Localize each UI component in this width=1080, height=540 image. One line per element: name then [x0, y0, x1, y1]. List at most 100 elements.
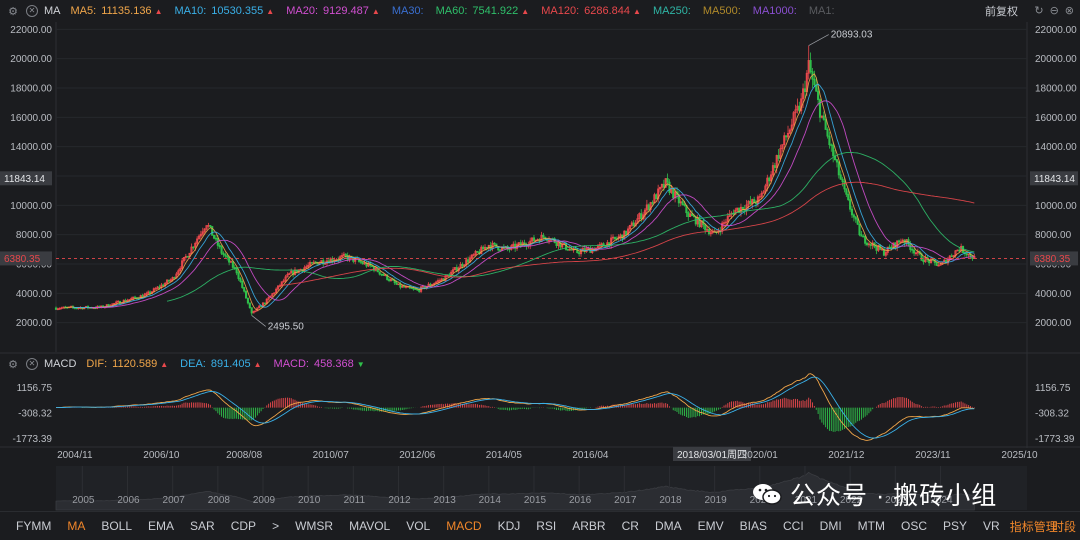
candle-body	[284, 276, 287, 282]
macd-item-dea[interactable]: DEA: 891.405 ▲	[180, 358, 261, 370]
candle-body	[830, 144, 833, 146]
candle-body	[600, 243, 603, 245]
ma-indicator-name[interactable]: MA	[44, 5, 61, 17]
tab-psy[interactable]: PSY	[943, 519, 968, 533]
candle-body	[856, 218, 859, 225]
candle-body	[709, 232, 712, 235]
gear-icon[interactable]: ⚙	[8, 5, 18, 18]
minus-icon[interactable]: ⊖	[1049, 5, 1059, 17]
tab-macd[interactable]: MACD	[446, 519, 482, 533]
candle-body	[858, 223, 861, 236]
candle-body	[207, 225, 210, 227]
macd-tick-left: 1156.75	[17, 383, 53, 394]
candle-body	[576, 249, 579, 254]
ma-item-ma60[interactable]: MA60: 7541.922 ▲	[436, 5, 530, 17]
candle-body	[800, 98, 803, 112]
candle-body	[299, 268, 302, 271]
indicator-manager-button[interactable]: 指标管理	[1009, 519, 1058, 534]
ma-item-ma1[interactable]: MA1:	[809, 5, 835, 17]
tab-vr[interactable]: VR	[983, 519, 1000, 533]
candle-body	[342, 253, 345, 256]
candle-body	[305, 266, 308, 269]
tab-emv[interactable]: EMV	[697, 519, 724, 533]
candle-body	[480, 246, 483, 255]
macd-label: MACD:	[273, 358, 309, 370]
macd-indicator-name[interactable]: MACD	[44, 358, 77, 370]
tab-dmi[interactable]: DMI	[819, 519, 842, 533]
ma-item-ma500[interactable]: MA500:	[703, 5, 741, 17]
candle-body	[862, 235, 865, 238]
navigator-year-label: 2006	[117, 495, 140, 506]
tab-rsi[interactable]: RSI	[536, 519, 557, 533]
tab-ema[interactable]: EMA	[148, 519, 175, 533]
candle-body	[679, 201, 682, 204]
candle-body	[888, 246, 891, 249]
ma-label: MA30:	[391, 5, 424, 17]
candle-body	[881, 248, 884, 251]
tab-mavol[interactable]: MAVOL	[349, 519, 391, 533]
candle-body	[786, 132, 790, 138]
candle-body	[824, 118, 827, 130]
x-tick-label: 2021/12	[828, 450, 865, 461]
candle-body	[286, 274, 289, 278]
more-indicators-icon[interactable]: >	[272, 519, 280, 533]
macd-dif-line	[56, 373, 975, 441]
candle-body	[596, 245, 600, 249]
ma-item-ma5[interactable]: MA5: 11135.136 ▲	[71, 5, 163, 17]
candle-body	[472, 254, 475, 256]
candle-body	[882, 248, 886, 256]
candle-body	[467, 259, 470, 263]
chart-canvas[interactable]: 22000.00 22000.00 20000.00 20000.00 18000.00…	[0, 0, 1080, 511]
tab-sar[interactable]: SAR	[190, 519, 215, 533]
candle-body	[271, 293, 274, 297]
tab-osc[interactable]: OSC	[900, 519, 927, 533]
candle-body	[474, 251, 477, 256]
candle-body	[689, 213, 692, 217]
tab-ma[interactable]: MA	[67, 519, 86, 533]
candle-body	[542, 234, 545, 238]
x-tick-label: 2008/08	[226, 450, 263, 461]
ma-item-ma30[interactable]: MA30:	[392, 5, 424, 17]
tab-cr[interactable]: CR	[621, 519, 639, 533]
tab-wmsr[interactable]: WMSR	[295, 519, 334, 533]
tab-fymm[interactable]: FYMM	[16, 519, 52, 533]
ma-item-ma20[interactable]: MA20: 9129.487 ▲	[286, 5, 380, 17]
macd-item-dif[interactable]: DIF: 1120.589 ▲	[86, 358, 168, 370]
candle-body	[781, 144, 784, 149]
candle-body	[179, 268, 182, 272]
candle-body	[258, 305, 261, 309]
tab-arbr[interactable]: ARBR	[572, 519, 606, 533]
macd-label: DEA:	[180, 358, 206, 370]
macd-item-macd[interactable]: MACD: 458.368 ▼	[274, 358, 365, 370]
x-tick-label: 2014/05	[486, 450, 523, 461]
ma-values: MA5: 11135.136 ▲ MA10: 10530.355 ▲ MA20: 9129.4…	[71, 5, 847, 17]
refresh-icon[interactable]: ↻	[1034, 5, 1044, 17]
candle-body	[794, 109, 797, 114]
close-panel-icon[interactable]: ⊗	[1064, 5, 1074, 17]
candle-body	[847, 193, 850, 200]
tab-dma[interactable]: DMA	[654, 519, 682, 533]
tab-mtm[interactable]: MTM	[857, 519, 885, 533]
ma-item-ma120[interactable]: MA120: 6286.844 ▲	[541, 5, 641, 17]
tab-kdj[interactable]: KDJ	[497, 519, 521, 533]
candle-body	[950, 255, 953, 258]
candle-body	[822, 115, 825, 120]
macd-gear-icon[interactable]: ⚙	[8, 358, 18, 371]
tab-boll[interactable]: BOLL	[101, 519, 133, 533]
macd-close-icon[interactable]: ✕	[26, 358, 38, 370]
tab-bias[interactable]: BIAS	[739, 519, 767, 533]
tab-cdp[interactable]: CDP	[230, 519, 257, 533]
ma-item-ma1000[interactable]: MA1000:	[753, 5, 797, 17]
navigator-year-label: 2014	[479, 495, 502, 506]
candle-body	[444, 275, 447, 282]
tab-vol[interactable]: VOL	[406, 519, 431, 533]
close-icon[interactable]: ✕	[26, 5, 38, 17]
candle-body	[807, 60, 810, 74]
ma-item-ma10[interactable]: MA10: 10530.355 ▲	[174, 5, 274, 17]
candle-body	[310, 262, 313, 264]
price-adjust-toggle[interactable]: 前复权	[985, 6, 1018, 18]
ma-item-ma250[interactable]: MA250:	[653, 5, 691, 17]
time-period-button[interactable]: 时段	[1051, 519, 1076, 534]
up-arrow-icon: ▲	[266, 7, 275, 16]
tab-cci[interactable]: CCI	[782, 519, 804, 533]
